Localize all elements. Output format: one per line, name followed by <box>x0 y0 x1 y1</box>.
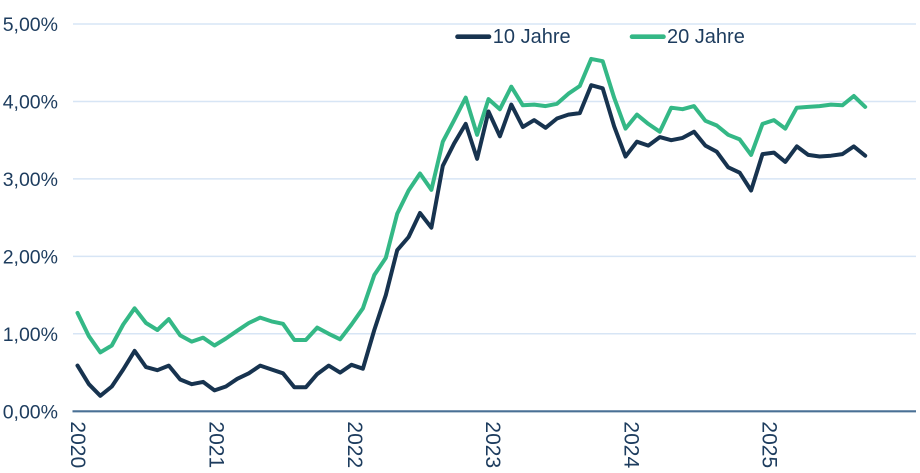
svg-text:3,00%: 3,00% <box>3 169 58 191</box>
svg-text:0,00%: 0,00% <box>3 401 58 423</box>
svg-text:2023: 2023 <box>481 421 504 468</box>
svg-text:1,00%: 1,00% <box>3 324 58 346</box>
svg-text:20 Jahre: 20 Jahre <box>667 26 745 48</box>
svg-text:2025: 2025 <box>758 421 781 468</box>
svg-text:2020: 2020 <box>66 421 89 468</box>
svg-text:4,00%: 4,00% <box>3 92 58 114</box>
svg-text:2021: 2021 <box>204 421 227 468</box>
svg-text:2,00%: 2,00% <box>3 246 58 268</box>
svg-text:10 Jahre: 10 Jahre <box>493 26 571 48</box>
svg-text:2024: 2024 <box>619 421 642 468</box>
svg-text:2022: 2022 <box>343 421 366 468</box>
svg-text:5,00%: 5,00% <box>3 14 58 36</box>
